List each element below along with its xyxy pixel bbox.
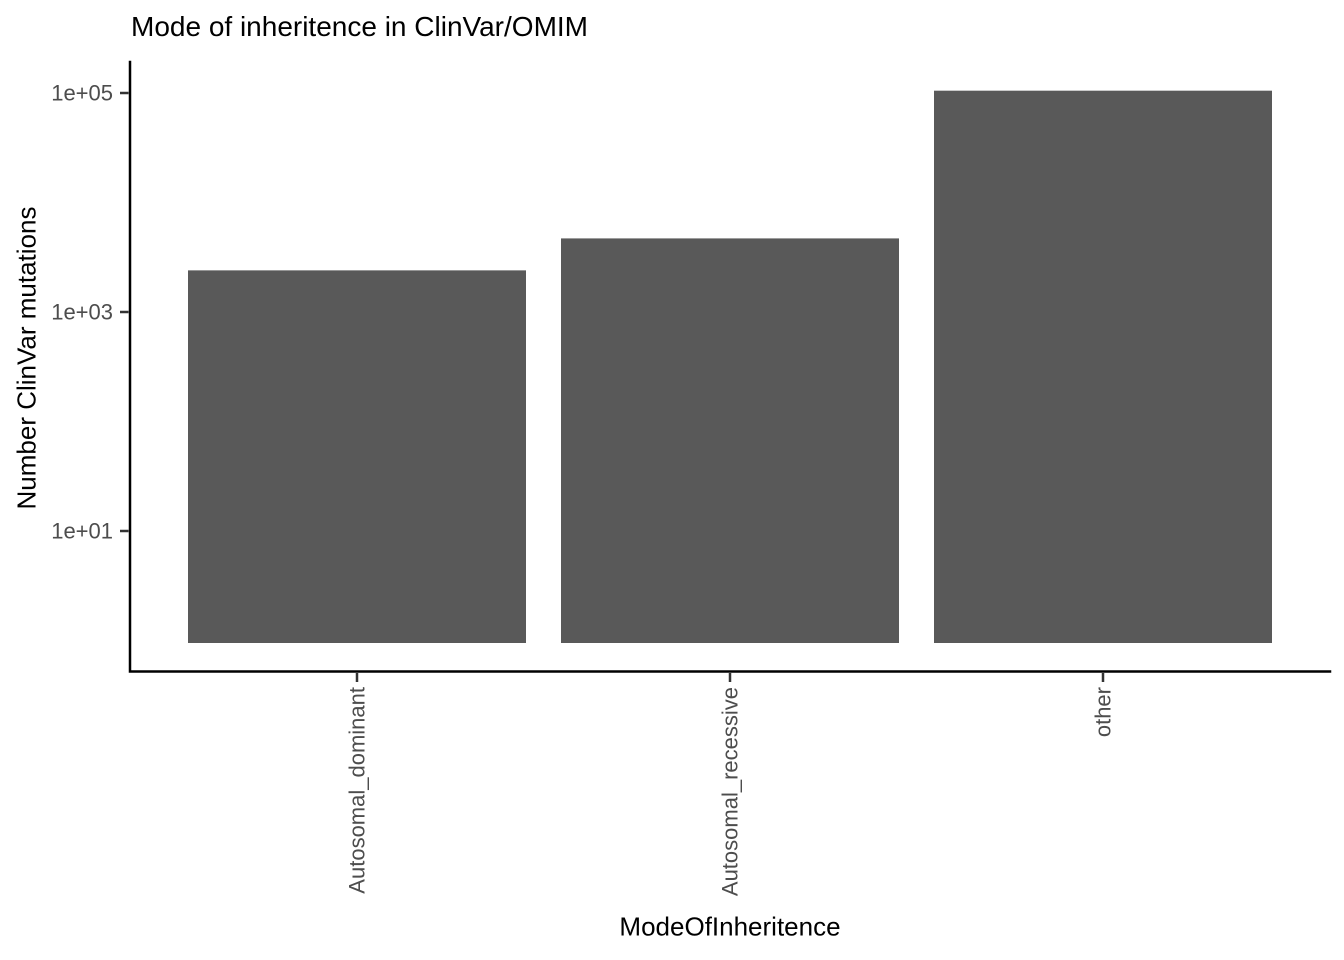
y-tick-label: 1e+03: [51, 299, 113, 324]
x-tick-label: Autosomal_recessive: [717, 687, 742, 896]
chart-title: Mode of inheritence in ClinVar/OMIM: [131, 11, 588, 42]
x-tick-label: Autosomal_dominant: [344, 687, 369, 894]
y-axis-title: Number ClinVar mutations: [11, 206, 42, 510]
x-axis-title: ModeOfInheritence: [619, 911, 841, 942]
y-tick-label: 1e+01: [51, 518, 113, 543]
bar-other: [934, 90, 1272, 644]
axis-lines: [128, 60, 1332, 673]
bar-Autosomal_dominant: [188, 270, 526, 643]
y-tick-label: 1e+05: [51, 80, 113, 105]
bar-Autosomal_recessive: [561, 238, 899, 644]
x-tick-label: other: [1090, 687, 1115, 737]
